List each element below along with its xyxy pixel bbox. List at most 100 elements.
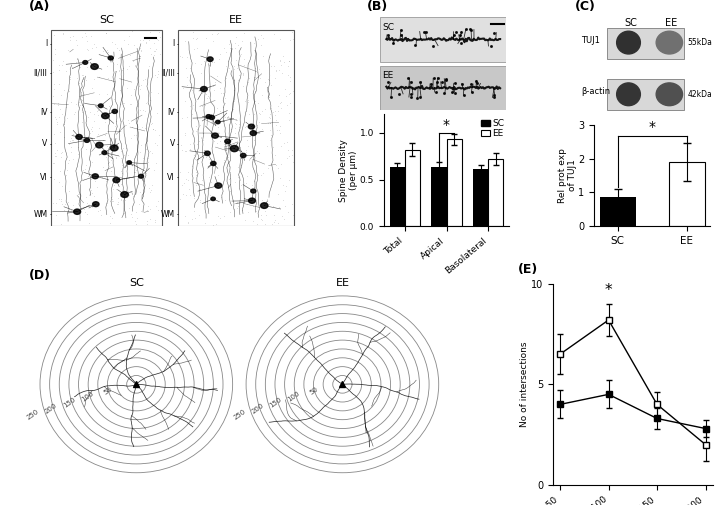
Point — [266, 220, 278, 228]
Point — [228, 85, 240, 93]
Point — [230, 124, 241, 132]
Point — [262, 119, 274, 127]
Point — [51, 120, 63, 128]
Point — [81, 145, 92, 153]
Point — [190, 35, 202, 43]
Point — [209, 78, 220, 86]
Text: (A): (A) — [29, 0, 50, 13]
Point — [143, 36, 155, 44]
Point — [146, 181, 158, 189]
Point — [276, 142, 287, 150]
Point — [145, 186, 156, 194]
Point — [248, 111, 260, 119]
Point — [180, 64, 192, 72]
Point — [197, 112, 209, 120]
Point — [184, 102, 196, 110]
Point — [115, 180, 127, 188]
Point — [85, 108, 96, 116]
Point — [200, 34, 212, 42]
Point — [148, 51, 160, 59]
Circle shape — [91, 64, 98, 69]
Text: II/III: II/III — [34, 69, 48, 78]
Point — [123, 174, 135, 182]
Point — [91, 63, 103, 71]
Point — [145, 188, 156, 196]
Point — [106, 215, 117, 223]
Point — [54, 105, 66, 113]
Point — [63, 157, 75, 165]
Point — [67, 135, 78, 143]
Point — [260, 78, 271, 86]
Point — [136, 123, 148, 131]
Point — [203, 82, 215, 90]
Point — [279, 85, 290, 93]
Circle shape — [84, 138, 89, 142]
Point — [186, 33, 198, 41]
Point — [233, 203, 244, 211]
Point — [48, 160, 59, 168]
Point — [248, 136, 259, 144]
Point — [187, 100, 199, 109]
Point — [251, 220, 263, 228]
Point — [222, 57, 234, 65]
Point — [105, 192, 117, 200]
Point — [277, 196, 289, 204]
Point — [152, 67, 163, 75]
Point — [65, 36, 76, 44]
Point — [209, 137, 220, 145]
Point — [149, 216, 161, 224]
Point — [235, 50, 246, 58]
Point — [70, 206, 81, 214]
Point — [96, 110, 108, 118]
Point — [258, 53, 269, 61]
Point — [281, 154, 292, 162]
Circle shape — [96, 142, 103, 148]
Point — [56, 61, 68, 69]
Point — [140, 98, 152, 107]
Point — [284, 77, 296, 85]
Point — [215, 132, 227, 140]
Point — [130, 166, 142, 174]
Text: EE: EE — [336, 278, 349, 288]
Point — [150, 203, 162, 211]
Circle shape — [212, 133, 218, 138]
Point — [99, 131, 111, 139]
Point — [135, 47, 147, 56]
Point — [152, 206, 163, 214]
Point — [81, 32, 92, 40]
Point — [198, 86, 210, 94]
Point — [242, 96, 253, 104]
Point — [207, 192, 218, 200]
Point — [236, 207, 248, 215]
Point — [86, 123, 98, 131]
Point — [132, 214, 143, 222]
Point — [102, 56, 114, 64]
Point — [145, 120, 157, 128]
Circle shape — [99, 104, 103, 108]
Point — [81, 210, 93, 218]
Point — [239, 216, 251, 224]
Point — [186, 215, 197, 223]
Point — [256, 216, 267, 224]
Point — [249, 157, 261, 165]
Point — [218, 156, 230, 164]
Point — [102, 141, 113, 149]
Point — [198, 57, 210, 65]
Point — [86, 44, 98, 53]
Point — [203, 57, 215, 65]
Point — [258, 207, 270, 215]
Point — [232, 76, 243, 84]
Point — [182, 219, 194, 227]
Point — [100, 177, 112, 185]
Point — [48, 56, 59, 64]
Point — [103, 74, 114, 82]
Point — [282, 102, 293, 110]
Point — [179, 147, 191, 155]
Point — [119, 150, 130, 159]
Point — [229, 142, 240, 150]
Point — [251, 207, 262, 215]
Point — [186, 86, 197, 94]
Text: 50: 50 — [102, 385, 113, 395]
Point — [121, 83, 132, 91]
Point — [249, 64, 261, 72]
